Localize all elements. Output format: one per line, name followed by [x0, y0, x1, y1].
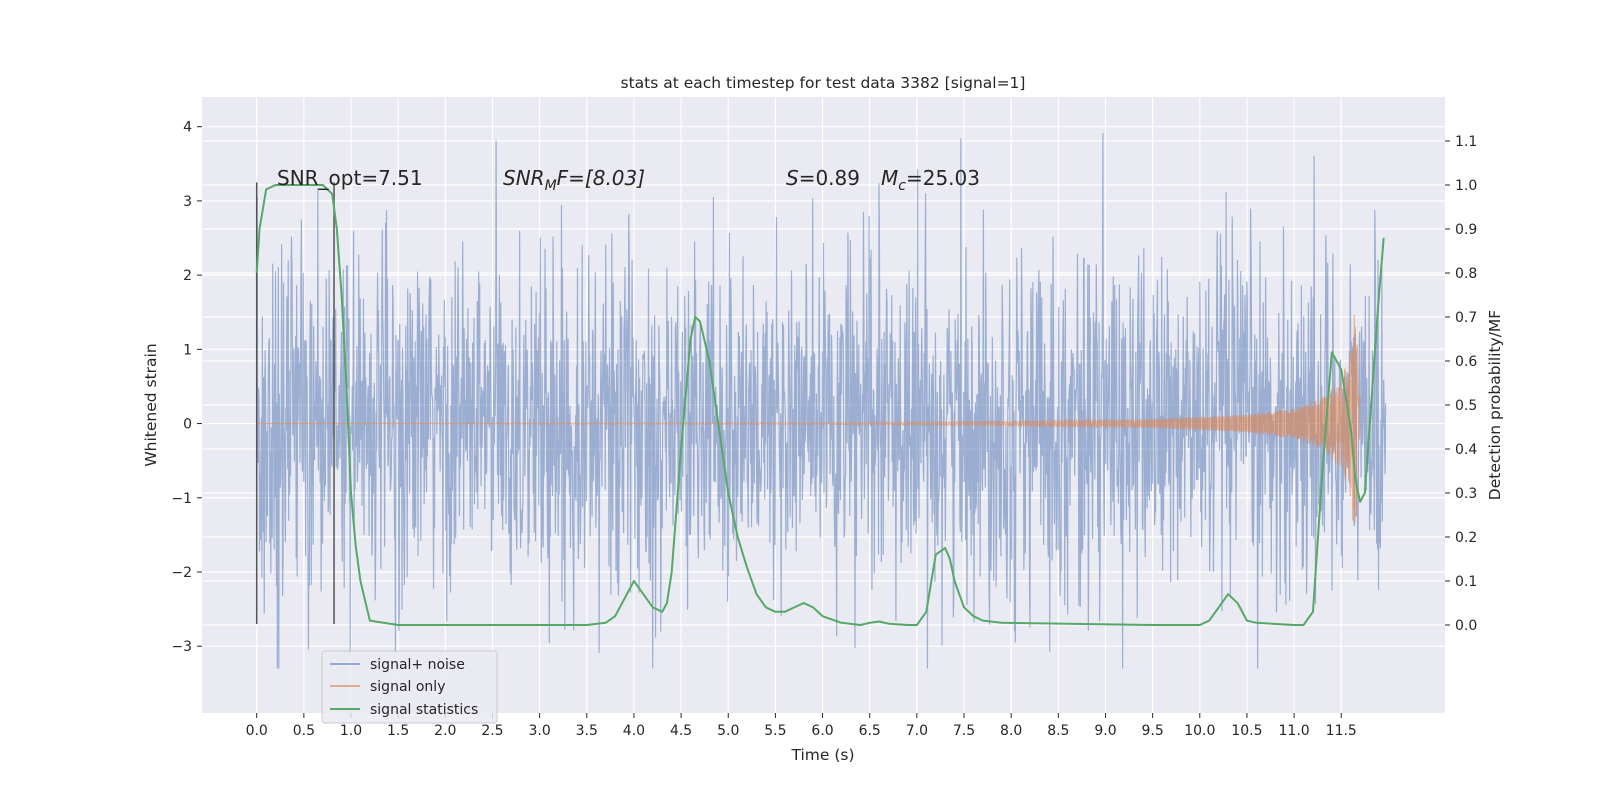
annotation-snr-mf-main: SNR: [503, 166, 545, 190]
x-axis-label: Time (s): [790, 746, 854, 764]
annotation-s-main: S: [786, 166, 799, 190]
y-axis-label-left: Whitened strain: [142, 343, 160, 466]
y-tick-label-right: 1.1: [1455, 134, 1477, 150]
vertical-markers: [255, 182, 335, 624]
x-tick-label: 7.0: [906, 723, 928, 739]
noise-trace: [256, 132, 1387, 669]
series-signal-plus-noise: [256, 132, 1387, 669]
y-tick-label: 2: [183, 268, 192, 284]
annotation-s: S=0.89: [786, 166, 860, 190]
y-axis-ticks-left: −3 −2 −1 0 1 2 3 4: [171, 120, 202, 655]
x-tick-label: 10.5: [1231, 723, 1262, 739]
y-tick-label-right: 0.0: [1455, 618, 1477, 634]
x-tick-label: 11.5: [1326, 723, 1357, 739]
x-tick-label: 3.5: [576, 723, 598, 739]
legend-box: [321, 650, 498, 724]
y-tick-label-right: 0.2: [1455, 530, 1477, 546]
annotation-mc: Mc=25.03: [881, 166, 980, 194]
y-tick-label-right: 0.5: [1455, 398, 1477, 414]
series-signal-statistics: [255, 184, 1385, 626]
annotation-snr-opt: SNR_opt=7.51: [277, 166, 423, 190]
x-tick-label: 10.0: [1184, 723, 1215, 739]
chart-title: stats at each timestep for test data 338…: [621, 74, 1026, 92]
x-tick-label: 4.0: [623, 723, 645, 739]
x-tick-label: 4.5: [670, 723, 692, 739]
x-tick-label: 0.5: [293, 723, 315, 739]
legend: signal+ noise signal only signal statist…: [321, 650, 498, 724]
legend-label-signal-only: signal only: [370, 679, 445, 695]
annotation-mc-rest: =25.03: [906, 166, 980, 190]
annotation-snr-mf-rest: F=[8.03]: [557, 166, 645, 190]
y-tick-label-right: 0.8: [1455, 266, 1477, 282]
x-tick-label: 3.0: [528, 723, 550, 739]
x-tick-label: 8.5: [1047, 723, 1069, 739]
annotation-mc-main: M: [881, 166, 898, 190]
x-tick-label: 9.0: [1094, 723, 1116, 739]
x-tick-label: 1.0: [340, 723, 362, 739]
annotation-snr-mf: SNRMF=[8.03]: [503, 166, 645, 194]
signal-trace: [256, 315, 1361, 524]
annotation-mc-sub: c: [898, 178, 906, 194]
y-tick-label: −3: [171, 639, 192, 655]
x-tick-label: 11.0: [1279, 723, 1310, 739]
x-tick-label: 7.5: [953, 723, 975, 739]
x-tick-label: 6.0: [811, 723, 833, 739]
annotation-snr-mf-sub: M: [545, 178, 557, 194]
annotation-s-rest: =0.89: [799, 166, 860, 190]
x-tick-label: 2.5: [481, 723, 503, 739]
x-tick-label: 9.5: [1142, 723, 1164, 739]
y-tick-label: 0: [183, 417, 192, 433]
x-tick-label: 5.0: [717, 723, 739, 739]
y-tick-label-right: 0.7: [1455, 310, 1477, 326]
x-axis-ticks: 0.0 0.5 1.0 1.5 2.0 2.5 3.0 3.5 4.0 4.5 5.0 5.5 6.0 6…: [246, 713, 1357, 739]
legend-label-signal-plus-noise: signal+ noise: [370, 657, 465, 673]
x-tick-label: 8.0: [1000, 723, 1022, 739]
legend-label-signal-statistics: signal statistics: [370, 702, 478, 718]
y-tick-label-right: 0.9: [1455, 222, 1477, 238]
y-tick-label-right: 1.0: [1455, 178, 1477, 194]
y-axis-ticks-right: 0.0 0.1 0.2 0.3 0.4 0.5 0.6 0.7 0.8 0.9 1.0 1.1: [1445, 134, 1477, 634]
x-tick-label: 6.5: [859, 723, 881, 739]
y-tick-label-right: 0.3: [1455, 486, 1477, 502]
y-tick-label: −2: [171, 565, 192, 581]
x-tick-label: 2.0: [434, 723, 456, 739]
y-tick-label: 1: [183, 342, 192, 358]
y-axis-label-right: Detection probability/MF: [1486, 310, 1504, 501]
y-tick-label: −1: [171, 491, 192, 507]
series-signal-only: [256, 315, 1361, 524]
y-tick-label-right: 0.1: [1455, 574, 1477, 590]
x-tick-label: 1.5: [387, 723, 409, 739]
y-tick-label: 3: [183, 194, 192, 210]
y-tick-label: 4: [183, 120, 192, 136]
statistics-line: [255, 184, 1385, 626]
x-tick-label: 5.5: [764, 723, 786, 739]
y-tick-label-right: 0.6: [1455, 354, 1477, 370]
y-tick-label-right: 0.4: [1455, 442, 1477, 458]
x-tick-label: 0.0: [246, 723, 268, 739]
